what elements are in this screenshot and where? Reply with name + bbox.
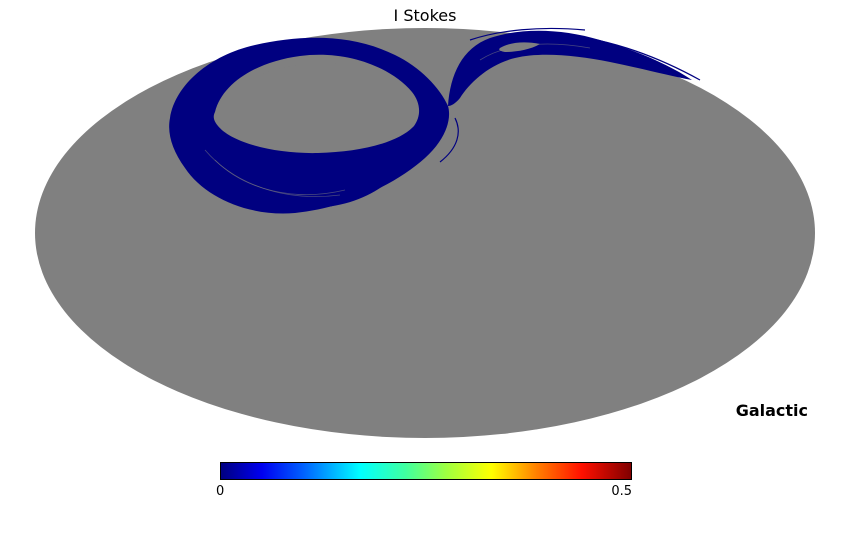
colorbar-min-label: 0: [216, 484, 225, 499]
sky-ellipse: [35, 28, 815, 438]
mollweide-map: [35, 27, 815, 438]
scan-pattern-crescent: [200, 140, 400, 208]
plot-title: I Stokes: [393, 6, 457, 25]
scan-line-streaks: [184, 27, 701, 163]
scan-pattern-swirl: [448, 30, 692, 106]
scan-pattern-ring: [169, 37, 450, 214]
colorbar: [220, 462, 632, 480]
colorbar-max-label: 0.5: [611, 484, 632, 499]
scan-texture-lines: [204, 43, 591, 197]
coordinate-system-label: Galactic: [735, 401, 808, 420]
